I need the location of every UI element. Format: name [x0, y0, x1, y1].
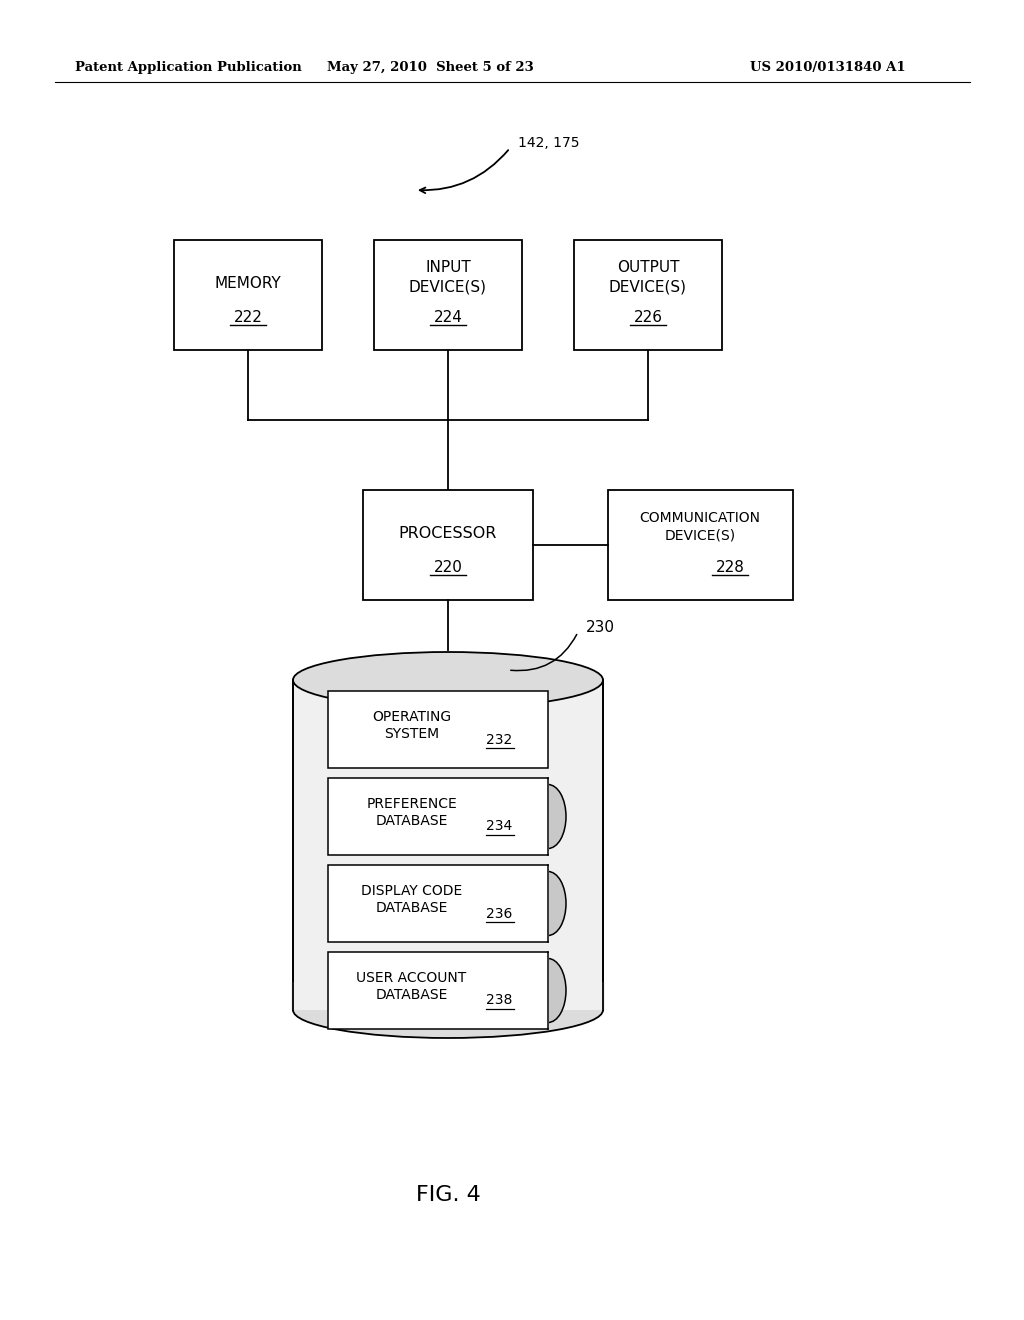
Text: Patent Application Publication: Patent Application Publication [75, 62, 302, 74]
Text: 224: 224 [433, 309, 463, 325]
Text: 232: 232 [486, 733, 513, 747]
Ellipse shape [530, 784, 566, 849]
Bar [529, 779, 549, 854]
Text: DISPLAY CODE
DATABASE: DISPLAY CODE DATABASE [361, 883, 462, 916]
Bar [328, 690, 548, 768]
Text: 222: 222 [233, 309, 262, 325]
Bar [574, 240, 722, 350]
Ellipse shape [530, 871, 566, 936]
Ellipse shape [293, 652, 603, 708]
Text: INPUT
DEVICE(S): INPUT DEVICE(S) [409, 260, 487, 294]
Text: 142, 175: 142, 175 [518, 136, 580, 150]
Text: USER ACCOUNT
DATABASE: USER ACCOUNT DATABASE [356, 970, 467, 1002]
Ellipse shape [293, 982, 603, 1038]
Text: 220: 220 [433, 560, 463, 574]
Text: May 27, 2010  Sheet 5 of 23: May 27, 2010 Sheet 5 of 23 [327, 62, 534, 74]
Text: US 2010/0131840 A1: US 2010/0131840 A1 [750, 62, 905, 74]
Bar [328, 865, 548, 942]
Text: FIG. 4: FIG. 4 [416, 1185, 480, 1205]
Text: 228: 228 [716, 560, 744, 574]
Text: OPERATING
SYSTEM: OPERATING SYSTEM [372, 710, 452, 742]
Bar [291, 982, 605, 1010]
Text: 226: 226 [634, 309, 663, 325]
Text: OUTPUT
DEVICE(S): OUTPUT DEVICE(S) [609, 260, 687, 294]
Text: PREFERENCE
DATABASE: PREFERENCE DATABASE [367, 796, 457, 829]
Bar [374, 240, 522, 350]
Bar [174, 240, 322, 350]
Text: 236: 236 [486, 907, 513, 920]
Bar [362, 490, 534, 601]
Text: 234: 234 [486, 820, 513, 833]
Bar [328, 777, 548, 855]
Text: PROCESSOR: PROCESSOR [398, 525, 498, 540]
Text: MEMORY: MEMORY [215, 276, 282, 290]
Bar [529, 866, 549, 941]
Text: 238: 238 [486, 994, 513, 1007]
Bar [328, 952, 548, 1030]
Text: 230: 230 [586, 620, 615, 635]
Ellipse shape [530, 958, 566, 1023]
Bar [293, 680, 603, 1010]
Bar [529, 953, 549, 1028]
Bar [607, 490, 793, 601]
Text: COMMUNICATION
DEVICE(S): COMMUNICATION DEVICE(S) [640, 511, 761, 543]
